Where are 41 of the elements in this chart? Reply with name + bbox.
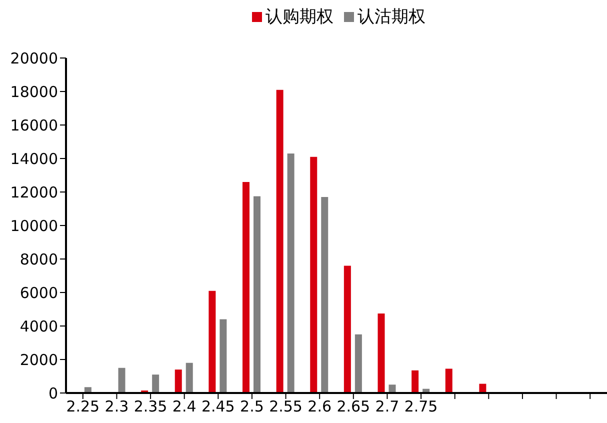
legend-label: 认沽期权 (358, 7, 426, 27)
bar (354, 334, 362, 393)
y-tick-label: 14000 (10, 150, 58, 168)
x-tick-label: 2.25 (66, 398, 100, 416)
y-tick-label: 18000 (10, 82, 58, 101)
bar (287, 153, 294, 393)
y-tick-label: 8000 (20, 250, 58, 268)
x-tick-label: 2.35 (134, 398, 168, 416)
bar (242, 182, 250, 393)
x-tick-label: 2.6 (308, 398, 332, 416)
legend-label: 认购期权 (266, 7, 334, 27)
bar (152, 374, 160, 393)
bar (254, 196, 260, 393)
y-tick-label: 4000 (20, 317, 58, 336)
x-tick-label: 2.55 (269, 398, 302, 416)
y-tick-label: 6000 (20, 284, 58, 302)
bar (310, 156, 318, 393)
bar (186, 362, 193, 393)
y-tick-label: 10000 (10, 216, 58, 235)
bar (344, 266, 351, 393)
bar (220, 319, 227, 393)
bar (208, 290, 216, 393)
y-tick-label: 16000 (10, 116, 58, 134)
x-tick-label: 2.45 (201, 398, 235, 416)
x-tick-label: 2.4 (172, 398, 196, 416)
bar (321, 197, 328, 393)
bar (412, 370, 419, 393)
y-tick-label: 0 (48, 384, 58, 402)
x-tick-label: 2.7 (375, 398, 400, 416)
y-tick-label: 12000 (10, 183, 58, 202)
x-tick-label: 2.3 (104, 398, 129, 416)
bar (276, 90, 284, 393)
x-tick-label: 2.75 (404, 398, 438, 416)
bar (378, 313, 385, 393)
x-tick-label: 2.5 (240, 398, 264, 416)
bar (174, 370, 182, 393)
y-tick-label: 2000 (20, 350, 58, 369)
bar (445, 368, 452, 393)
bar (118, 368, 126, 393)
y-tick-label: 20000 (10, 49, 58, 68)
x-tick-label: 2.65 (336, 398, 370, 416)
